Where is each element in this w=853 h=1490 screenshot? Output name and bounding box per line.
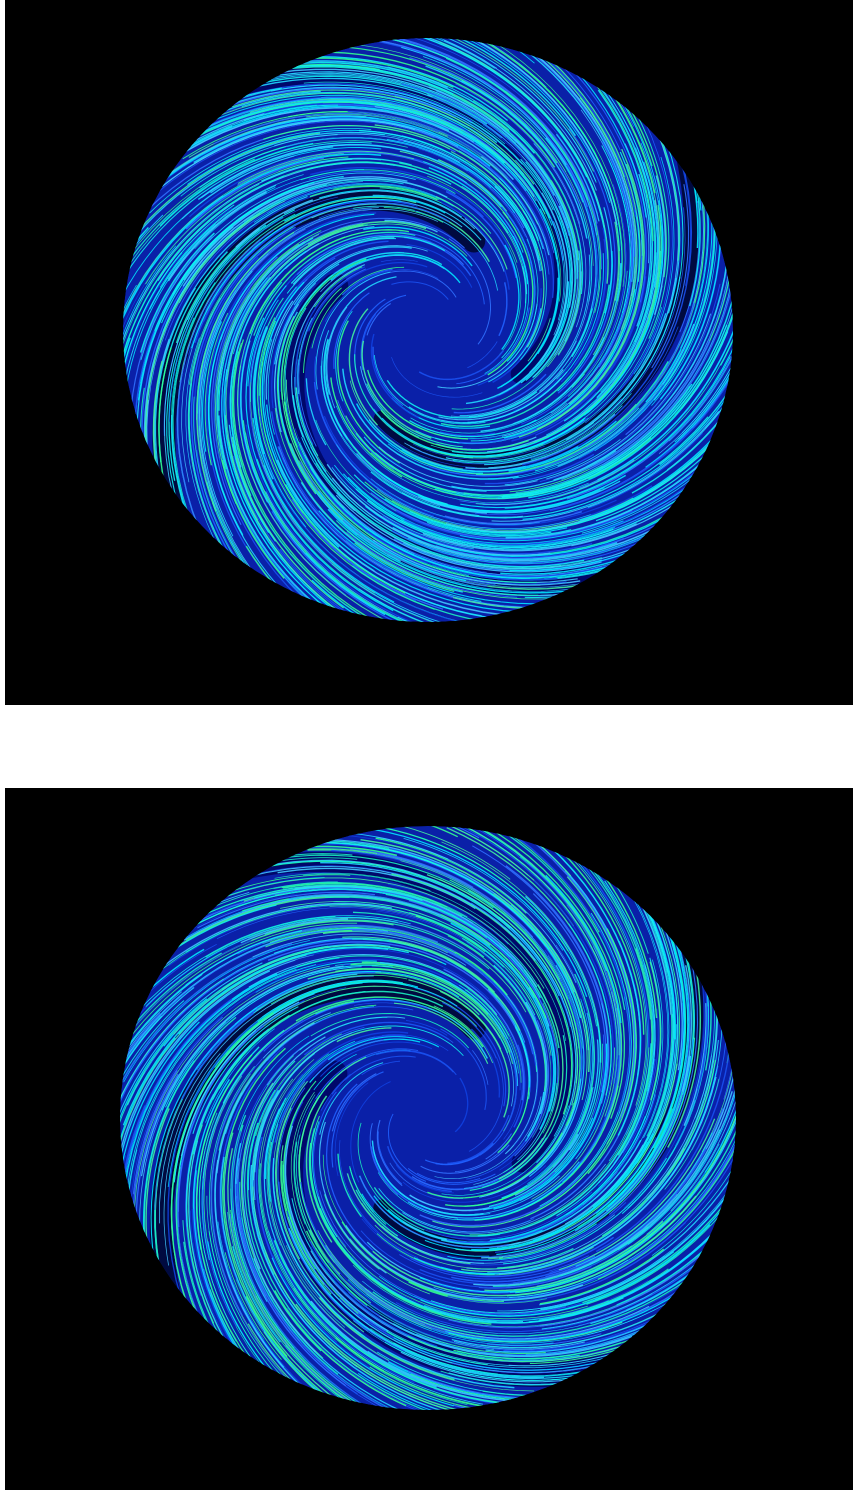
swirl-images [0, 0, 853, 1490]
page: (() => { JSON.parse(document.getElementB… [0, 0, 853, 1490]
